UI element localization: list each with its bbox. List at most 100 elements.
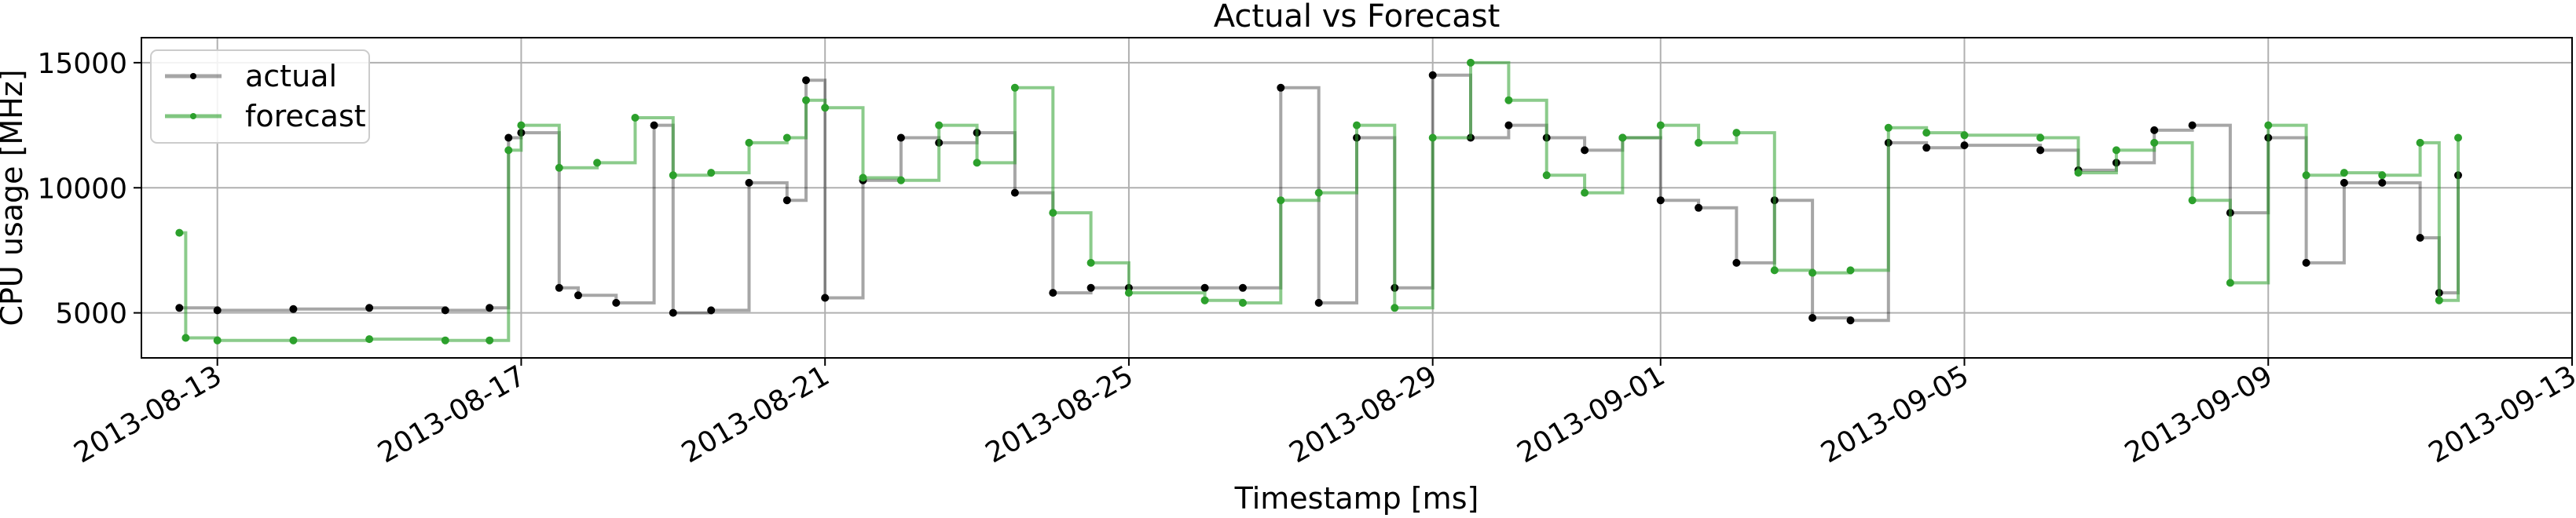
point-forecast-49 — [2112, 146, 2120, 155]
point-actual-36 — [1581, 146, 1589, 155]
point-forecast-38 — [1656, 121, 1665, 130]
point-actual-50 — [2150, 126, 2159, 134]
legend-marker-actual — [190, 73, 196, 79]
point-forecast-15 — [782, 133, 791, 142]
x-tick-label-0: 2013-08-13 — [68, 359, 227, 469]
point-forecast-54 — [2302, 171, 2310, 180]
point-actual-16 — [802, 76, 810, 85]
point-forecast-40 — [1732, 129, 1741, 137]
ticks-layer: 5000 10000 15000 2013-08-13 2013-08-17 2013-0… — [37, 48, 2576, 470]
point-actual-22 — [1010, 188, 1019, 197]
point-forecast-26 — [1200, 296, 1209, 305]
point-forecast-20 — [935, 121, 944, 130]
point-forecast-2 — [213, 336, 222, 345]
point-actual-39 — [1695, 203, 1703, 212]
point-forecast-58 — [2435, 296, 2443, 305]
point-forecast-51 — [2188, 196, 2197, 205]
point-actual-34 — [1504, 121, 1513, 130]
point-forecast-10 — [593, 159, 602, 167]
point-forecast-17 — [821, 104, 830, 112]
series-layer — [175, 58, 2462, 345]
point-forecast-29 — [1314, 188, 1323, 197]
point-forecast-19 — [896, 176, 905, 184]
legend: actual forecast — [150, 49, 370, 144]
point-forecast-36 — [1581, 188, 1589, 197]
point-forecast-39 — [1695, 138, 1703, 147]
x-tick-label-4: 2013-08-29 — [1284, 359, 1442, 469]
point-actual-43 — [1846, 316, 1855, 325]
point-actual-9 — [574, 291, 582, 300]
point-actual-42 — [1808, 314, 1817, 322]
point-forecast-24 — [1086, 258, 1095, 267]
legend-label-forecast: forecast — [245, 99, 366, 133]
point-forecast-11 — [631, 114, 639, 122]
point-forecast-43 — [1846, 266, 1855, 275]
point-actual-38 — [1656, 196, 1665, 205]
point-forecast-9 — [555, 163, 563, 172]
point-actual-26 — [1200, 283, 1209, 292]
point-forecast-16 — [802, 96, 810, 104]
point-forecast-4 — [365, 335, 374, 344]
point-forecast-28 — [1277, 196, 1285, 205]
point-forecast-14 — [745, 138, 753, 147]
point-actual-51 — [2188, 121, 2197, 130]
point-forecast-56 — [2378, 171, 2387, 180]
point-actual-13 — [707, 306, 716, 315]
point-forecast-18 — [859, 173, 867, 182]
point-actual-32 — [1428, 71, 1437, 79]
point-forecast-1 — [181, 334, 190, 342]
point-actual-2 — [289, 305, 298, 313]
point-forecast-52 — [2226, 279, 2234, 287]
point-actual-23 — [1049, 289, 1057, 297]
y-axis-label: CPU usage [MHz] — [0, 69, 29, 326]
point-actual-15 — [782, 196, 791, 205]
point-forecast-12 — [669, 171, 677, 180]
point-forecast-7 — [504, 146, 513, 155]
x-axis-label: Timestamp [ms] — [1234, 481, 1479, 515]
x-tick-label-7: 2013-09-09 — [2120, 359, 2278, 469]
point-actual-47 — [2036, 146, 2045, 155]
point-forecast-25 — [1124, 289, 1133, 297]
point-forecast-31 — [1391, 304, 1399, 312]
point-actual-19 — [896, 133, 905, 142]
point-actual-56 — [2378, 178, 2387, 187]
point-actual-6 — [504, 133, 513, 142]
x-tick-label-8: 2013-09-13 — [2424, 359, 2576, 469]
legend-marker-forecast — [190, 113, 196, 119]
point-forecast-6 — [486, 336, 494, 345]
point-actual-10 — [612, 298, 621, 307]
point-forecast-8 — [517, 121, 526, 130]
point-forecast-13 — [707, 169, 716, 177]
point-actual-8 — [555, 283, 563, 292]
point-actual-57 — [2416, 234, 2424, 242]
point-forecast-22 — [1010, 83, 1019, 92]
point-forecast-0 — [175, 228, 184, 237]
point-forecast-44 — [1884, 123, 1893, 132]
point-forecast-45 — [1922, 129, 1931, 137]
point-actual-4 — [441, 306, 449, 315]
point-forecast-59 — [2454, 133, 2462, 142]
point-actual-11 — [650, 121, 658, 130]
point-forecast-5 — [441, 336, 449, 345]
point-forecast-32 — [1428, 133, 1437, 142]
x-tick-label-2: 2013-08-21 — [676, 359, 835, 469]
point-actual-54 — [2302, 258, 2310, 267]
y-tick-label-0: 5000 — [55, 298, 127, 330]
plot-frame — [141, 37, 2573, 359]
point-actual-17 — [821, 294, 830, 302]
point-actual-14 — [745, 178, 753, 187]
point-forecast-35 — [1542, 171, 1551, 180]
point-forecast-30 — [1353, 121, 1361, 130]
point-actual-27 — [1239, 283, 1247, 292]
point-actual-12 — [669, 308, 677, 317]
x-tick-label-1: 2013-08-17 — [372, 359, 531, 469]
x-tick-label-5: 2013-09-01 — [1512, 359, 1671, 469]
point-forecast-53 — [2264, 121, 2273, 130]
point-forecast-3 — [289, 336, 298, 345]
point-forecast-27 — [1239, 298, 1247, 307]
point-actual-29 — [1314, 298, 1323, 307]
y-tick-label-1: 10000 — [37, 173, 127, 205]
point-forecast-37 — [1618, 133, 1627, 142]
point-actual-5 — [486, 304, 494, 312]
